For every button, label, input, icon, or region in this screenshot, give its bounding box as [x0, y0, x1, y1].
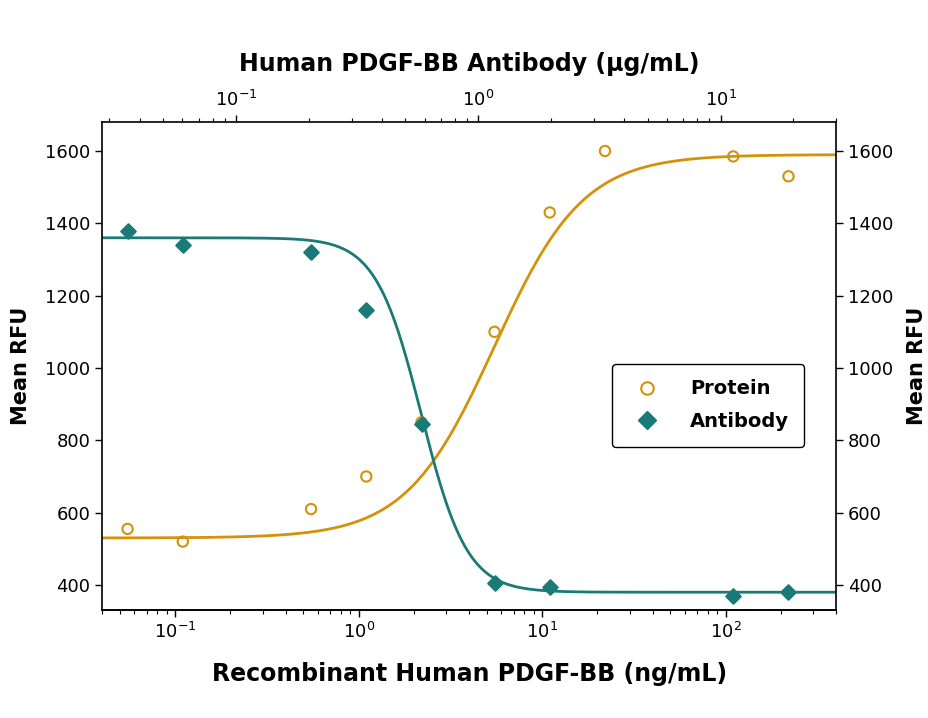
X-axis label: Human PDGF-BB Antibody (μg/mL): Human PDGF-BB Antibody (μg/mL) [238, 52, 699, 75]
Point [358, 304, 373, 316]
Point [486, 577, 501, 589]
Point [542, 581, 557, 592]
Legend: Protein, Antibody: Protein, Antibody [612, 364, 804, 447]
X-axis label: Recombinant Human PDGF-BB (ng/mL): Recombinant Human PDGF-BB (ng/mL) [212, 662, 726, 686]
Point [414, 416, 429, 428]
Point [780, 587, 795, 598]
Y-axis label: Mean RFU: Mean RFU [11, 307, 31, 425]
Point [725, 590, 740, 602]
Point [120, 523, 135, 535]
Point [175, 239, 190, 251]
Point [358, 471, 373, 482]
Point [597, 145, 612, 157]
Point [120, 225, 135, 236]
Point [303, 503, 318, 515]
Point [486, 326, 501, 337]
Y-axis label: Mean RFU: Mean RFU [907, 307, 926, 425]
Point [175, 536, 190, 547]
Point [725, 151, 740, 162]
Point [414, 419, 429, 430]
Point [780, 171, 795, 182]
Point [303, 246, 318, 258]
Point [542, 207, 557, 218]
